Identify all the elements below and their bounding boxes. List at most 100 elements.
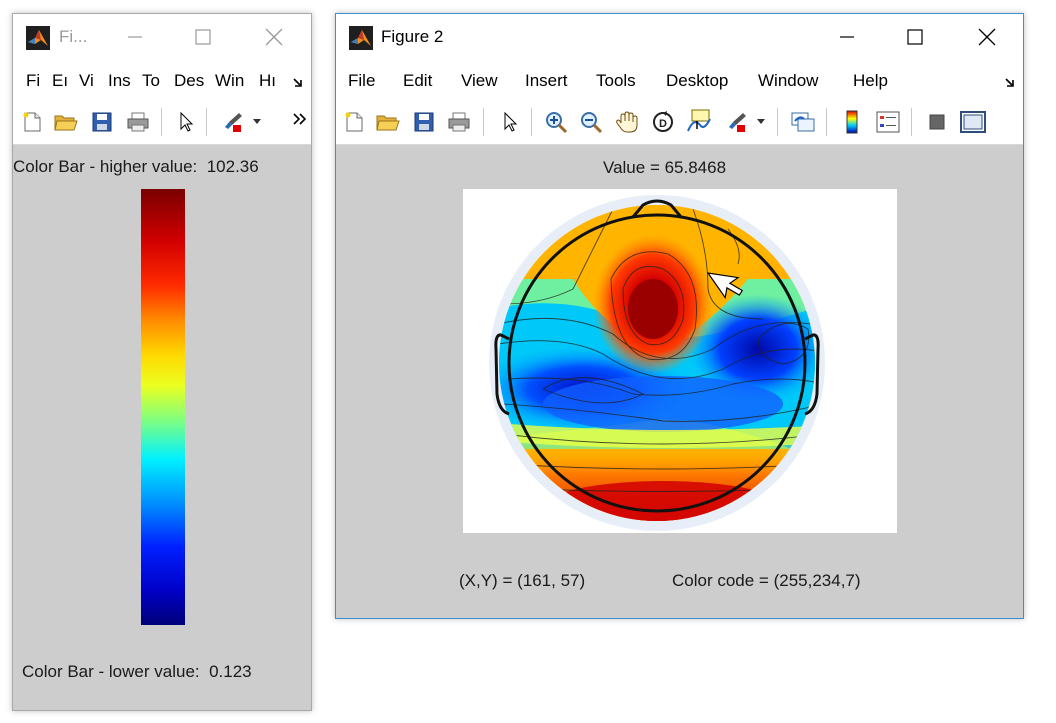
menu-edit[interactable]: Edit bbox=[403, 71, 433, 90]
close-button[interactable] bbox=[972, 24, 1002, 50]
maximize-icon bbox=[195, 29, 211, 45]
hide-plot-tools-button[interactable] bbox=[924, 109, 950, 135]
pointer-icon bbox=[504, 111, 518, 132]
zoom-in-icon bbox=[546, 112, 568, 134]
data-cursor-button[interactable] bbox=[686, 109, 712, 135]
open-button[interactable] bbox=[375, 109, 401, 135]
zoom-out-button[interactable] bbox=[578, 109, 604, 135]
overflow-chevron-icon bbox=[293, 113, 307, 125]
menu-view[interactable]: View bbox=[461, 71, 498, 90]
rotate-3d-button[interactable]: D bbox=[650, 109, 676, 135]
show-plot-tools-button[interactable] bbox=[960, 109, 986, 135]
toolbar: D bbox=[336, 100, 1023, 145]
menu-desktop[interactable]: Desktop bbox=[666, 71, 729, 90]
close-button[interactable] bbox=[259, 24, 289, 50]
menu-view[interactable]: Vi bbox=[79, 71, 94, 90]
maximize-button[interactable] bbox=[900, 24, 930, 50]
menu-help[interactable]: Hı bbox=[259, 71, 276, 90]
minimize-button[interactable] bbox=[832, 24, 862, 50]
save-button[interactable] bbox=[89, 109, 115, 135]
new-file-icon bbox=[345, 112, 363, 132]
brush-button[interactable] bbox=[724, 109, 750, 135]
figure-area: Value = 65.8468 bbox=[336, 145, 1023, 618]
close-icon bbox=[265, 28, 283, 46]
brush-icon bbox=[729, 113, 746, 132]
new-file-button[interactable] bbox=[19, 109, 45, 135]
minimize-icon bbox=[128, 36, 142, 38]
window-title: Fi... bbox=[59, 27, 88, 46]
toolbar-overflow-button[interactable] bbox=[287, 106, 313, 132]
maximize-button[interactable] bbox=[188, 24, 218, 50]
toolbar bbox=[13, 100, 311, 145]
edit-plot-button[interactable] bbox=[497, 109, 523, 135]
matlab-icon bbox=[26, 26, 50, 50]
save-icon bbox=[414, 112, 434, 132]
eeg-topographic-map bbox=[489, 195, 825, 531]
brush-icon bbox=[225, 113, 242, 132]
menu-window[interactable]: Win bbox=[215, 71, 245, 90]
menu-file[interactable]: File bbox=[348, 71, 376, 90]
print-icon bbox=[448, 112, 470, 132]
pan-button[interactable] bbox=[614, 109, 640, 135]
lower-value: 0.123 bbox=[209, 662, 252, 681]
print-button[interactable] bbox=[125, 109, 151, 135]
insert-legend-button[interactable] bbox=[875, 109, 901, 135]
insert-colorbar-icon bbox=[846, 110, 858, 134]
title-bar[interactable]: Fi... bbox=[13, 14, 311, 61]
open-folder-icon bbox=[54, 115, 78, 131]
insert-colorbar-button[interactable] bbox=[839, 109, 865, 135]
menu-tools[interactable]: Tools bbox=[596, 71, 636, 90]
lower-value-label: Color Bar - lower value: 0.123 bbox=[22, 662, 252, 681]
value-readout: Value = 65.8468 bbox=[603, 158, 727, 177]
open-folder-icon bbox=[376, 115, 400, 131]
matlab-icon bbox=[349, 26, 373, 50]
save-icon bbox=[92, 112, 112, 132]
new-file-icon bbox=[23, 112, 41, 132]
brush-dropdown[interactable] bbox=[251, 109, 263, 135]
title-bar[interactable]: Figure 2 bbox=[336, 14, 1023, 61]
menu-edit[interactable]: Eı bbox=[52, 71, 69, 90]
print-icon bbox=[127, 112, 149, 132]
menu-help[interactable]: Help bbox=[853, 71, 888, 90]
dropdown-icon bbox=[253, 119, 261, 124]
colorbar bbox=[141, 189, 185, 625]
minimize-icon bbox=[840, 36, 854, 38]
menu-window[interactable]: Window bbox=[758, 71, 819, 90]
maximize-icon bbox=[907, 29, 923, 45]
minimize-button[interactable] bbox=[120, 24, 150, 50]
menu-insert[interactable]: Ins bbox=[108, 71, 131, 90]
menu-tools[interactable]: To bbox=[142, 71, 160, 90]
menu-desktop[interactable]: Des bbox=[174, 71, 205, 90]
rotate-3d-icon: D bbox=[653, 111, 673, 132]
topoplot-axes[interactable] bbox=[463, 189, 897, 533]
show-plot-tools-icon bbox=[960, 111, 986, 133]
data-cursor-icon bbox=[687, 109, 711, 132]
save-button[interactable] bbox=[411, 109, 437, 135]
color-code-readout: Color code = (255,234,7) bbox=[672, 571, 861, 590]
colorbar-window: Fi... Fi Eı Vi Ins To Des Win Hı bbox=[12, 13, 312, 711]
brush-button[interactable] bbox=[220, 109, 246, 135]
new-file-button[interactable] bbox=[341, 109, 367, 135]
menu-insert[interactable]: Insert bbox=[525, 71, 568, 90]
head-outline bbox=[494, 199, 820, 513]
dropdown-icon bbox=[757, 119, 765, 124]
mouse-pointer-icon bbox=[706, 272, 744, 300]
menu-bar: File Edit View Insert Tools Desktop Wind… bbox=[336, 64, 1023, 98]
window-title: Figure 2 bbox=[381, 27, 444, 46]
pointer-icon bbox=[180, 111, 194, 132]
hide-plot-tools-icon bbox=[929, 114, 945, 130]
print-button[interactable] bbox=[446, 109, 472, 135]
menu-overflow-icon[interactable] bbox=[1004, 76, 1016, 88]
link-plot-button[interactable] bbox=[790, 109, 816, 135]
zoom-in-button[interactable] bbox=[543, 109, 569, 135]
figure-2-window: Figure 2 File Edit View Insert Tools Des… bbox=[335, 13, 1024, 619]
open-button[interactable] bbox=[53, 109, 79, 135]
menu-overflow-icon[interactable] bbox=[292, 76, 304, 88]
edit-plot-button[interactable] bbox=[173, 109, 199, 135]
menu-file[interactable]: Fi bbox=[26, 71, 41, 90]
pan-hand-icon bbox=[616, 111, 638, 133]
svg-text:D: D bbox=[659, 118, 667, 130]
brush-dropdown[interactable] bbox=[755, 109, 767, 135]
xy-readout: (X,Y) = (161, 57) bbox=[459, 571, 586, 590]
higher-value-label: Color Bar - higher value: 102.36 bbox=[13, 157, 259, 176]
